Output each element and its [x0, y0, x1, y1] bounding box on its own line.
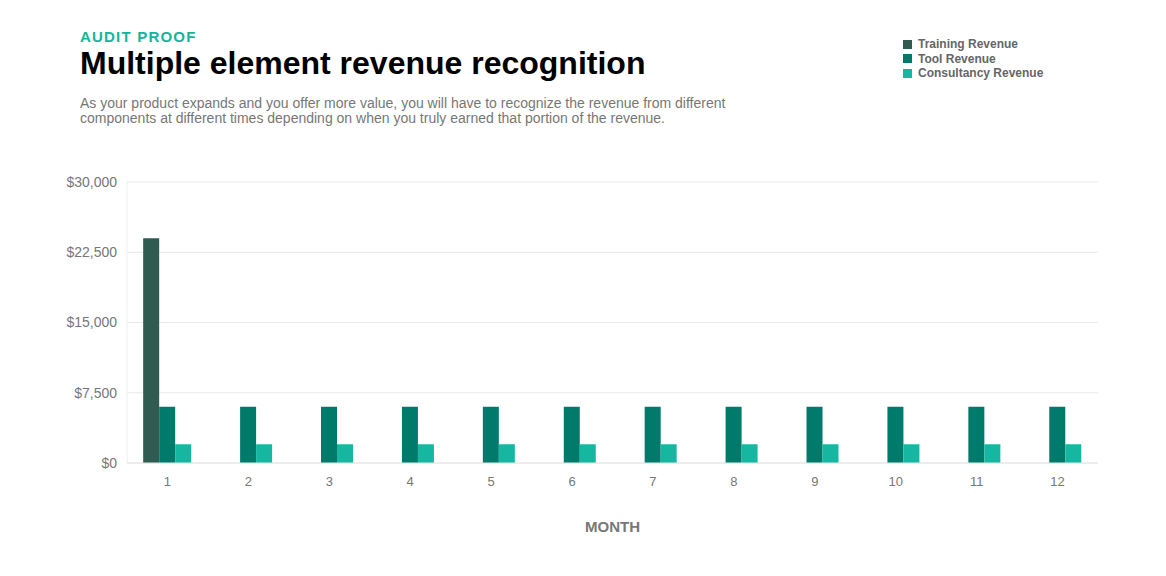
svg-text:$22,500: $22,500	[66, 244, 117, 260]
svg-text:9: 9	[811, 474, 818, 489]
svg-text:8: 8	[730, 474, 737, 489]
svg-text:7: 7	[649, 474, 656, 489]
html-text:AUDIT PROOF: AUDIT PROOF	[80, 28, 197, 45]
svg-text:3: 3	[326, 474, 333, 489]
html-text:Multiple element revenue recog: Multiple element revenue recognition	[80, 45, 646, 81]
svg-text:$7,500: $7,500	[74, 385, 117, 401]
svg-text:11: 11	[970, 474, 984, 489]
svg-text:4: 4	[407, 474, 414, 489]
svg-text:12: 12	[1050, 474, 1064, 489]
svg-text:$30,000: $30,000	[66, 174, 117, 190]
html-text:Training Revenue: Training Revenue	[918, 37, 1018, 52]
svg-text:$0: $0	[101, 455, 117, 471]
svg-text:2: 2	[245, 474, 252, 489]
html-text:Tool Revenue: Tool Revenue	[918, 51, 996, 66]
svg-text:10: 10	[888, 474, 902, 489]
svg-text:6: 6	[568, 474, 575, 489]
html-text:As your product expands and yo: As your product expands and you offer mo…	[80, 95, 726, 126]
html-text:Consultancy Revenue: Consultancy Revenue	[918, 66, 1044, 81]
svg-text:$15,000: $15,000	[66, 314, 117, 330]
svg-text:5: 5	[488, 474, 495, 489]
svg-text:1: 1	[164, 474, 171, 489]
html-text:MONTH: MONTH	[585, 518, 640, 535]
